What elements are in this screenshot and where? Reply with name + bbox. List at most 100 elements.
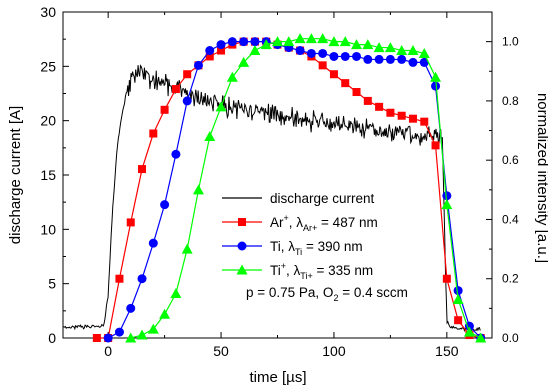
tiplus-data-point	[272, 36, 283, 47]
tiplus-data-point	[226, 71, 238, 82]
ti-data-point	[442, 191, 452, 201]
ti-data-point	[227, 37, 237, 47]
x-axis-title: time [µs]	[250, 369, 307, 386]
ti-data-point	[431, 81, 441, 91]
ti-data-point	[374, 54, 384, 64]
ti-data-point	[239, 37, 249, 47]
ar-data-point	[205, 52, 214, 61]
ar-data-point	[420, 117, 429, 126]
ti-data-point	[216, 40, 226, 50]
tick-labels: 0 50 100 150 0 5 10 15 20 25 30 0.0 0.2 0.4 0.6 0.8 1.0	[40, 4, 519, 359]
ti-data-point	[250, 37, 260, 47]
y-right-tick-label: 0.8	[502, 94, 519, 108]
y-right-axis-title: normalized intensity [a.u.]	[534, 93, 548, 263]
y-right-tick-label: 0.0	[502, 331, 519, 345]
ti-data-point	[306, 48, 316, 58]
series-current	[62, 64, 481, 333]
tiplus-data-point	[362, 39, 374, 50]
legend-entry-tiplus: Ti+, λTi+ = 335 nm	[222, 261, 373, 281]
ti-line	[107, 41, 482, 339]
ar-data-point	[454, 316, 463, 325]
x-tick-label: 50	[213, 343, 229, 359]
x-tick-label: 0	[104, 343, 112, 359]
tiplus-data-point	[192, 184, 204, 195]
ar-data-point	[442, 274, 451, 283]
legend: discharge current Ar+, λAr+ = 487 nm Ti, λ…	[222, 191, 378, 281]
tiplus-data-point	[396, 45, 408, 56]
ti-data-point	[363, 54, 373, 64]
ti-data-point	[193, 60, 203, 70]
legend-entry-current: discharge current	[222, 191, 375, 206]
ti-data-point	[397, 54, 407, 64]
legend-label: discharge current	[270, 191, 375, 206]
y-right-tick-label: 0.6	[502, 153, 519, 167]
ti-data-point	[352, 51, 362, 61]
tiplus-data-point	[317, 33, 329, 44]
y-left-tick-label: 25	[40, 58, 56, 74]
tiplus-data-point	[339, 36, 351, 47]
y-left-tick-label: 20	[40, 113, 56, 129]
y-left-axis-title: discharge current [A]	[7, 106, 24, 244]
tiplus-data-point	[136, 329, 148, 340]
ti-data-point	[329, 51, 339, 61]
legend-label: Ti+, λTi+ = 335 nm	[270, 261, 373, 281]
series-ti	[103, 37, 486, 343]
axis-ticks	[63, 11, 492, 339]
series-tiplus	[125, 33, 487, 343]
legend-entry-ar: Ar+, λAr+ = 487 nm	[222, 213, 378, 233]
condition-annotation: p = 0.75 Pa, O2 = 0.4 sccm	[246, 285, 408, 303]
y-left-tick-label: 10	[40, 221, 56, 237]
ti-data-point	[182, 96, 192, 106]
ar-data-point	[149, 129, 158, 138]
tiplus-data-point	[283, 36, 295, 47]
ar-data-point	[431, 141, 440, 150]
tiplus-data-point	[407, 45, 419, 56]
y-left-tick-label: 0	[48, 330, 56, 346]
current-trace	[62, 64, 481, 333]
x-tick-label: 150	[435, 343, 459, 359]
ti-data-point	[137, 274, 147, 284]
tiplus-data-point	[441, 199, 453, 210]
legend-marker	[237, 241, 247, 251]
ar-data-point	[363, 96, 372, 105]
legend-entry-ti: Ti, λTi = 390 nm	[222, 239, 363, 257]
legend-label: Ti, λTi = 390 nm	[270, 239, 363, 257]
ar-data-point	[386, 108, 395, 117]
tiplus-data-point	[373, 42, 385, 53]
tiplus-data-point	[452, 293, 464, 304]
y-left-tick-label: 30	[40, 4, 56, 20]
ar-data-point	[217, 46, 226, 55]
x-tick-label: 100	[322, 343, 346, 359]
ti-data-point	[419, 57, 429, 67]
ar-data-point	[92, 334, 101, 342]
ar-data-point	[171, 85, 180, 94]
ti-data-point	[148, 238, 158, 248]
ti-data-point	[205, 46, 215, 56]
ti-data-point	[126, 303, 136, 313]
y-right-tick-label: 0.2	[502, 272, 519, 286]
tiplus-data-point	[260, 39, 272, 50]
tiplus-data-point	[125, 332, 137, 343]
ti-data-point	[103, 333, 113, 343]
tiplus-data-point	[351, 39, 363, 50]
tiplus-data-point	[305, 33, 317, 44]
tiplus-data-point	[418, 47, 430, 58]
series-layer	[62, 33, 487, 343]
ti-data-point	[408, 57, 418, 67]
tiplus-data-point	[430, 71, 442, 82]
ar-data-point	[126, 218, 135, 227]
tiplus-data-point	[475, 332, 487, 343]
tiplus-data-point	[328, 36, 340, 47]
y-right-tick-label: 1.0	[502, 35, 519, 49]
ti-data-point	[318, 48, 328, 58]
ar-data-point	[397, 111, 406, 120]
ar-data-point	[160, 105, 169, 114]
y-right-tick-label: 0.4	[502, 212, 519, 226]
ti-data-point	[171, 149, 181, 159]
y-left-tick-label: 15	[40, 167, 56, 183]
ar-data-point	[408, 114, 417, 123]
ti-data-point	[385, 54, 395, 64]
ar-data-point	[183, 70, 192, 79]
tiplus-data-point	[249, 45, 261, 56]
